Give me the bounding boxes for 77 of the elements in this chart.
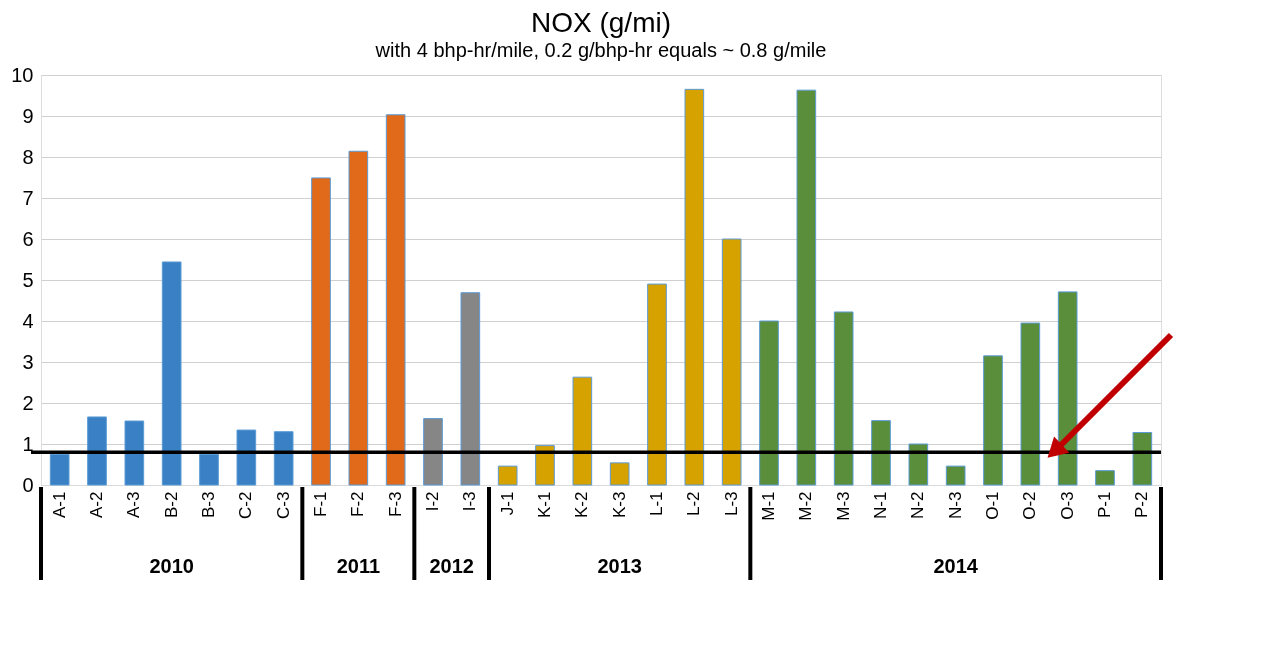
x-tick-label: O-2 [1020, 491, 1040, 520]
bar [535, 445, 555, 486]
y-tick-label: 2 [22, 391, 34, 414]
y-tick-label: 6 [22, 227, 34, 250]
x-tick-label: N-2 [908, 491, 928, 519]
x-tick-label: C-2 [236, 491, 256, 519]
y-tick-label: 5 [22, 268, 34, 291]
text: 2013 [597, 555, 642, 577]
x-tick-label: K-1 [535, 491, 554, 518]
bar [908, 443, 929, 486]
bar [1132, 432, 1153, 486]
bar [199, 453, 219, 486]
text: 2012 [429, 555, 474, 577]
bar [833, 311, 854, 486]
bar [460, 292, 481, 486]
bar [871, 420, 891, 486]
text: 2014 [933, 555, 979, 577]
bar [423, 418, 443, 486]
bar [684, 88, 705, 486]
bar [236, 429, 257, 486]
x-tick-label: F-3 [385, 491, 405, 517]
x-tick-label: A-1 [49, 491, 69, 518]
bar [609, 462, 630, 486]
y-tick-label: 7 [22, 186, 34, 209]
x-tick-label: I-2 [423, 491, 442, 512]
x-tick-label: F-2 [348, 491, 368, 517]
x-tick-label: J-1 [497, 491, 517, 516]
x-tick-label: F-1 [311, 491, 330, 517]
bar [1020, 322, 1041, 486]
bar [647, 283, 667, 486]
y-tick-label: 9 [22, 104, 34, 127]
bar [124, 420, 145, 486]
bar [311, 177, 331, 486]
x-tick-label: O-3 [1057, 491, 1077, 520]
bar [1095, 470, 1115, 486]
y-tick-label: 4 [22, 309, 34, 332]
text: 2011 [336, 555, 381, 577]
x-tick-label: A-2 [87, 491, 106, 518]
bar [945, 465, 966, 486]
bar [49, 453, 70, 486]
chart-subtitle: with 4 bhp-hr/mile, 0.2 g/bhp-hr equals ~ 0.8 g/mile [374, 39, 827, 61]
bar [497, 465, 518, 486]
y-tick-label: 3 [22, 350, 34, 373]
text: 2010 [149, 555, 194, 577]
bar [983, 355, 1003, 486]
y-tick-label: 0 [22, 473, 34, 496]
bar [385, 114, 406, 486]
x-tick-label: P-1 [1095, 491, 1114, 518]
bar [721, 238, 742, 486]
bar [572, 376, 593, 486]
x-tick-label: A-3 [124, 491, 144, 518]
x-tick-label: K-2 [572, 491, 592, 518]
x-tick-label: M-1 [759, 491, 778, 521]
x-tick-label: N-3 [945, 491, 965, 519]
x-tick-label: M-3 [833, 491, 853, 521]
bar [759, 320, 779, 486]
x-tick-label: L-2 [684, 491, 704, 517]
x-tick-label: K-3 [609, 491, 629, 518]
x-tick-label: L-1 [647, 491, 666, 517]
x-tick-label: I-3 [460, 491, 480, 512]
x-tick-label: C-3 [273, 491, 293, 519]
bar [348, 150, 369, 486]
x-tick-label: L-3 [721, 491, 741, 517]
x-tick-label: P-2 [1132, 491, 1152, 518]
chart-title: NOX (g/mi) [531, 7, 671, 38]
bar [87, 416, 107, 486]
y-tick-label: 1 [22, 432, 34, 455]
x-tick-label: B-2 [161, 491, 181, 518]
bar [273, 431, 294, 486]
x-tick-label: N-1 [871, 491, 890, 519]
x-tick-label: O-1 [983, 491, 1002, 520]
y-tick-label: 10 [11, 63, 34, 86]
x-tick-label: B-3 [199, 491, 218, 518]
y-tick-label: 8 [22, 145, 34, 168]
x-tick-label: M-2 [796, 491, 816, 521]
bar [796, 89, 817, 486]
bar [161, 261, 182, 486]
